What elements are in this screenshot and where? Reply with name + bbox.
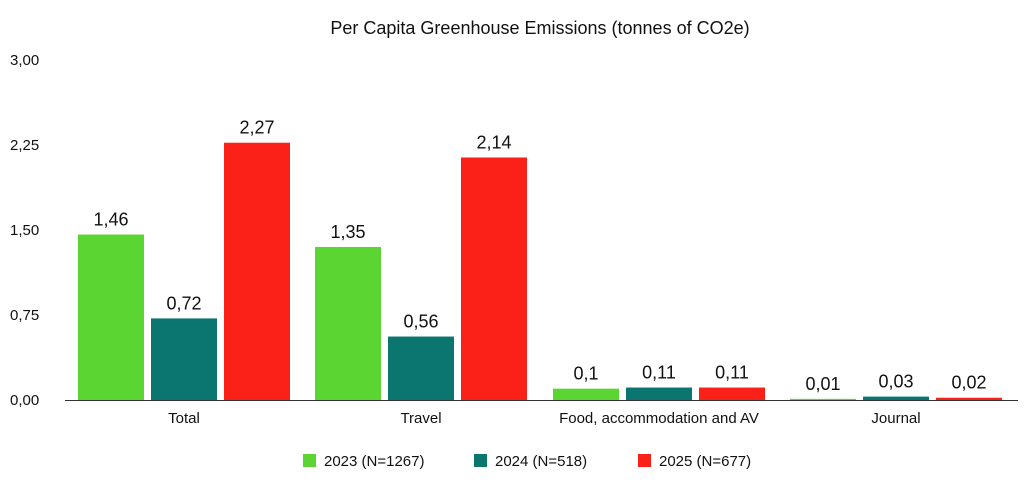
legend-label: 2024 (N=518) bbox=[495, 453, 587, 470]
bar bbox=[790, 398, 856, 400]
bar bbox=[388, 336, 454, 400]
bar bbox=[553, 388, 619, 400]
legend-swatch bbox=[303, 454, 316, 467]
bar bbox=[863, 396, 929, 400]
data-label: 1,46 bbox=[93, 210, 128, 230]
data-label: 0,11 bbox=[642, 363, 676, 383]
x-tick-label: Food, accommodation and AV bbox=[559, 410, 759, 427]
data-label: 0,56 bbox=[403, 312, 438, 332]
data-label: 0,02 bbox=[951, 373, 986, 393]
data-label: 0,03 bbox=[878, 372, 913, 392]
data-label: 2,14 bbox=[476, 132, 511, 152]
chart-title: Per Capita Greenhouse Emissions (tonnes … bbox=[330, 18, 749, 38]
x-tick-label: Travel bbox=[400, 410, 441, 427]
bar bbox=[461, 157, 527, 400]
legend-swatch bbox=[638, 454, 651, 467]
data-label: 0,11 bbox=[715, 363, 749, 383]
bar bbox=[936, 397, 1002, 400]
y-tick-label: 0,75 bbox=[10, 307, 39, 324]
data-label: 0,72 bbox=[166, 293, 201, 313]
data-labels: 1,46 1,35 0,1 0,01 0,72 0,56 0,11 0,03 2,27 2,14 0… bbox=[93, 118, 986, 394]
x-tick-label: Journal bbox=[871, 410, 920, 427]
data-label: 0,1 bbox=[573, 364, 598, 384]
data-label: 2,27 bbox=[239, 118, 274, 138]
y-tick-label: 3,00 bbox=[10, 52, 39, 69]
bars bbox=[78, 142, 1002, 400]
legend-swatch bbox=[474, 454, 487, 467]
legend: 2023 (N=1267) 2024 (N=518) 2025 (N=677) bbox=[303, 453, 751, 470]
bar bbox=[151, 318, 217, 400]
bar bbox=[78, 234, 144, 400]
bar bbox=[315, 247, 381, 400]
legend-label: 2025 (N=677) bbox=[659, 453, 751, 470]
axes: 0,00 0,75 1,50 2,25 3,00 Total Travel Food, acc… bbox=[10, 52, 1018, 427]
bar bbox=[699, 387, 765, 400]
data-label: 0,01 bbox=[805, 374, 840, 394]
bar bbox=[224, 142, 290, 400]
y-tick-label: 0,00 bbox=[10, 392, 39, 409]
x-tick-label: Total bbox=[168, 410, 200, 427]
y-tick-label: 1,50 bbox=[10, 222, 39, 239]
bar bbox=[626, 387, 692, 400]
data-label: 1,35 bbox=[330, 222, 365, 242]
legend-label: 2023 (N=1267) bbox=[324, 453, 425, 470]
y-tick-label: 2,25 bbox=[10, 137, 39, 154]
